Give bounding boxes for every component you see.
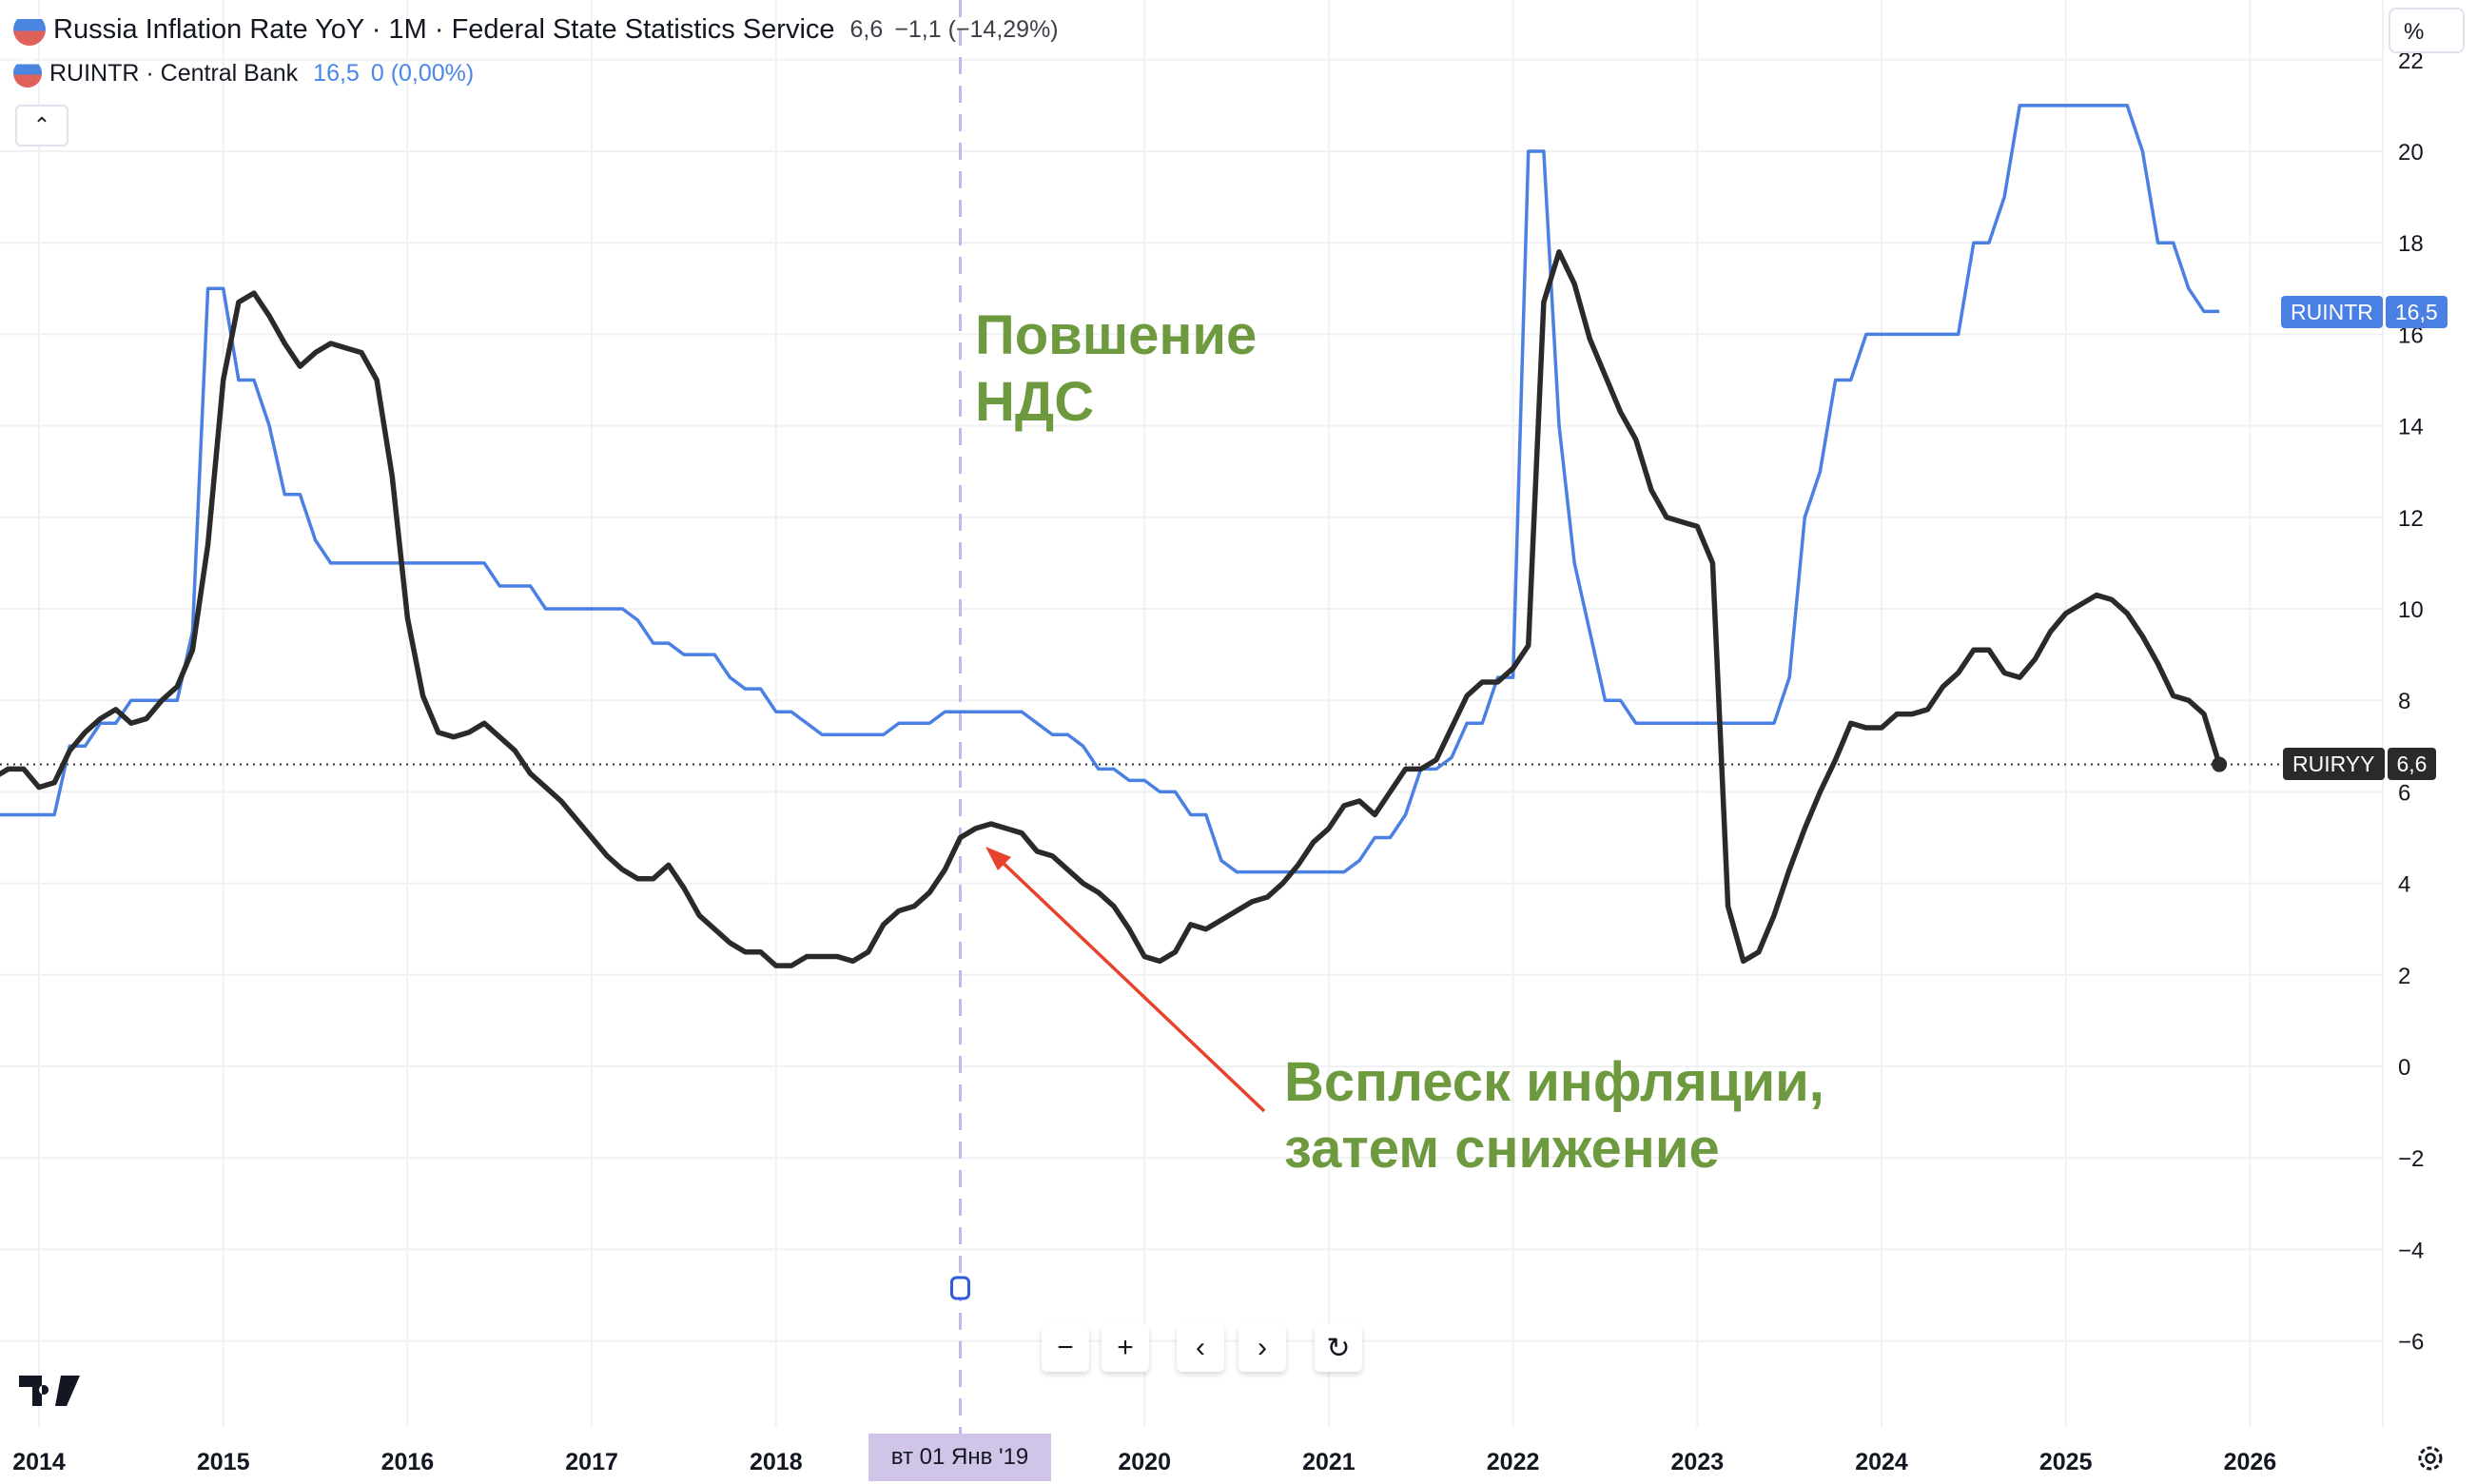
annotation-vat: Повшение НДС (975, 304, 1258, 433)
y-tick-label: 8 (2398, 689, 2410, 714)
annotation-arrow-head (985, 847, 1011, 870)
y-tick-label: 0 (2398, 1055, 2410, 1081)
crosshair-handle (950, 1276, 970, 1300)
russia-flag-icon (13, 13, 46, 46)
legend-title: Russia Inflation Rate YoY · 1M · Federal… (53, 13, 835, 45)
scale-unit-button[interactable]: % (2389, 8, 2465, 53)
y-tick-label: −4 (2398, 1238, 2424, 1263)
zoom-in-button[interactable]: + (1102, 1324, 1149, 1372)
legend-title: RUINTR · Central Bank (49, 59, 299, 87)
russia-flag-icon (13, 59, 42, 88)
legend-change: −1,1 (−14,29%) (894, 15, 1059, 43)
crosshair-time-label: вт 01 Янв '19 (868, 1434, 1051, 1481)
x-tick-label: 2015 (197, 1449, 250, 1475)
price-tag-symbol: RUIRYY (2283, 748, 2385, 780)
scroll-right-button[interactable]: › (1238, 1324, 1286, 1372)
legend-value: 16,5 (313, 59, 360, 87)
y-tick-label: 2 (2398, 964, 2410, 989)
annotation-arrow-line (995, 855, 1266, 1113)
y-tick-label: 6 (2398, 780, 2410, 806)
annotation-spike: Всплеск инфляции, затем снижение (1284, 1051, 1824, 1180)
series-line-inflation (0, 249, 2222, 968)
x-tick-label: 2023 (1670, 1449, 1724, 1475)
price-tag-value: 6,6 (2387, 748, 2437, 780)
y-tick-label: 12 (2398, 506, 2424, 532)
scroll-left-button[interactable]: ‹ (1177, 1324, 1224, 1372)
legend-series-ruintr[interactable]: RUINTR · Central Bank 16,5 0 (0,00%) (13, 59, 474, 88)
x-tick-label: 2016 (381, 1449, 435, 1475)
tradingview-logo-icon[interactable] (19, 1376, 80, 1406)
y-tick-label: −2 (2398, 1146, 2424, 1172)
x-tick-label: 2021 (1302, 1449, 1356, 1475)
x-tick-label: 2020 (1118, 1449, 1171, 1475)
zoom-out-button[interactable]: − (1042, 1324, 1089, 1372)
x-tick-label: 2014 (12, 1449, 66, 1475)
x-tick-label: 2018 (750, 1449, 803, 1475)
x-tick-label: 2025 (2039, 1449, 2093, 1475)
x-tick-label: 2022 (1487, 1449, 1540, 1475)
y-tick-label: 14 (2398, 415, 2424, 440)
series-line-ruintr (0, 104, 2220, 874)
legend-change: 0 (0,00%) (370, 59, 475, 87)
price-tag-ruiryy: RUIRYY 6,6 (2283, 748, 2439, 780)
y-tick-label: 18 (2398, 231, 2424, 257)
y-tick-label: 4 (2398, 872, 2410, 898)
x-tick-label: 2017 (565, 1449, 618, 1475)
y-tick-label: −6 (2398, 1330, 2424, 1356)
y-tick-label: 10 (2398, 597, 2424, 623)
price-tag-ruintr: RUINTR 16,5 (2281, 296, 2450, 328)
legend-value: 6,6 (849, 15, 884, 43)
legend-series-inflation[interactable]: Russia Inflation Rate YoY · 1M · Federal… (13, 13, 1059, 46)
price-tag-value: 16,5 (2385, 296, 2448, 328)
reset-chart-button[interactable]: ↻ (1315, 1324, 1362, 1372)
settings-gear-icon[interactable] (2414, 1442, 2447, 1474)
y-tick-label: 20 (2398, 140, 2424, 166)
x-tick-label: 2024 (1855, 1449, 1908, 1475)
chevron-up-icon: ⌃ (32, 113, 51, 137)
last-point-marker (2212, 756, 2228, 772)
collapse-legend-button[interactable]: ⌃ (15, 105, 68, 146)
x-tick-label: 2026 (2224, 1449, 2277, 1475)
price-tag-symbol: RUINTR (2281, 296, 2383, 328)
